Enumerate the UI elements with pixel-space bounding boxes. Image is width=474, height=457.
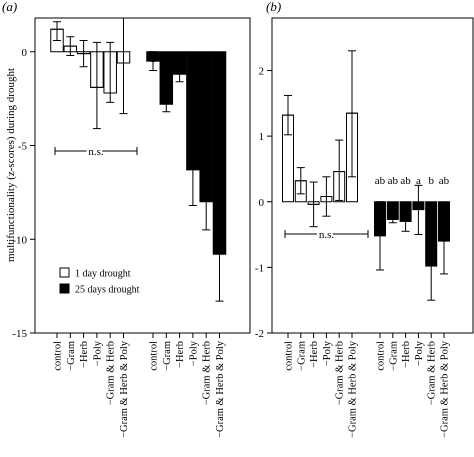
- x-tick-label: −Gram & Herb & Poly: [215, 340, 226, 438]
- x-tick-label: control: [149, 341, 160, 371]
- significance-label: a: [190, 53, 195, 65]
- y-tick-label: 2: [259, 66, 265, 78]
- x-tick-label: −Herb: [309, 341, 320, 368]
- legend-swatch: [59, 283, 70, 294]
- x-tick-label: −Poly: [188, 340, 199, 366]
- panel-b-label: (b): [266, 0, 281, 14]
- plot-frame: [271, 17, 474, 334]
- x-tick-label: −Gram & Herb: [106, 341, 117, 405]
- significance-label: ab: [400, 175, 411, 187]
- significance-label: bc: [214, 53, 225, 65]
- panel-a-label: (a): [2, 0, 17, 14]
- y-tick-label: -15: [12, 328, 27, 340]
- x-tick-label: −Gram & Herb: [202, 341, 213, 405]
- x-tick-label: control: [53, 341, 64, 371]
- x-tick-label: −Herb: [79, 341, 90, 368]
- x-tick-label: −Gram: [388, 341, 399, 371]
- significance-label: ab: [439, 175, 450, 187]
- y-tick-label: -5: [18, 141, 28, 153]
- y-tick-label: 1: [259, 131, 265, 143]
- y-tick-label: -2: [255, 328, 264, 340]
- significance-label: a: [416, 175, 421, 187]
- x-tick-label: −Poly: [322, 340, 333, 366]
- significance-label: a: [151, 53, 156, 65]
- x-tick-label: −Gram & Herb: [335, 341, 346, 405]
- legend-swatch: [59, 267, 70, 278]
- x-tick-label: control: [284, 341, 295, 371]
- y-tick-label: 0: [22, 47, 28, 59]
- x-tick-label: −Herb: [175, 341, 186, 368]
- x-tick-label: −Poly: [92, 340, 103, 366]
- x-tick-label: −Gram & Herb & Poly: [348, 340, 359, 438]
- legend-label: 1 day drought: [75, 269, 131, 280]
- x-tick-label: −Gram: [66, 341, 77, 371]
- x-tick-label: −Gram & Herb: [427, 341, 438, 405]
- panel-a: (a) multifunctionality (z-scores) during…: [2, 0, 251, 438]
- x-tick-label: −Gram & Herb & Poly: [440, 340, 451, 438]
- x-tick-label: control: [376, 341, 387, 371]
- y-tick-label: -10: [12, 234, 27, 246]
- y-tick-label: -1: [255, 262, 264, 274]
- y-tick-label: 0: [259, 197, 265, 209]
- legend-label: 25 days drought: [75, 285, 140, 296]
- x-tick-label: −Herb: [401, 341, 412, 368]
- significance-label: b: [203, 53, 209, 65]
- ns-label: n.s.: [88, 146, 104, 158]
- panel-a-y-axis-label: multifunctionality (z-scores) during dro…: [5, 68, 17, 262]
- x-tick-label: −Gram: [296, 341, 307, 371]
- significance-label: b: [428, 175, 434, 187]
- x-tick-label: −Gram: [162, 341, 173, 371]
- x-tick-label: −Poly: [414, 340, 425, 366]
- significance-label: ab: [375, 175, 386, 187]
- significance-label: ac: [175, 53, 185, 65]
- significance-label: ab: [388, 175, 399, 187]
- significance-label: a: [164, 53, 169, 65]
- ns-label: n.s.: [319, 229, 335, 241]
- x-tick-label: −Gram & Herb & Poly: [119, 340, 130, 438]
- plot-frame: [34, 17, 251, 334]
